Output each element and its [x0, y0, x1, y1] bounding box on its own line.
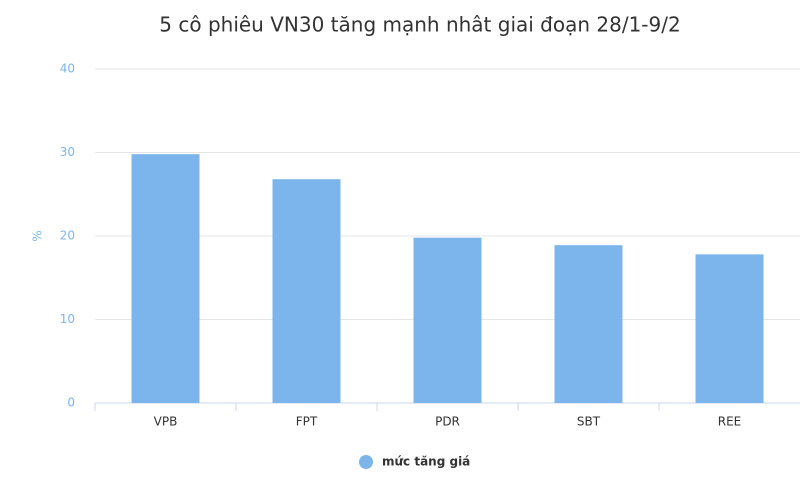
y-axis-label: % — [31, 230, 45, 241]
x-tick-label: PDR — [435, 415, 460, 429]
bar — [272, 179, 341, 403]
y-tick-label: 10 — [60, 312, 75, 326]
y-tick-label: 0 — [67, 396, 75, 410]
x-tick-label: VPB — [154, 415, 178, 429]
legend-label: mức tăng giá — [382, 455, 470, 469]
bar — [554, 245, 623, 403]
y-tick-label: 40 — [60, 62, 75, 76]
x-tick-label: FPT — [296, 415, 318, 429]
legend-marker — [359, 455, 373, 469]
x-tick-label: SBT — [577, 415, 601, 429]
y-tick-label: 30 — [60, 145, 75, 159]
bar — [131, 154, 200, 403]
y-tick-label: 20 — [60, 229, 75, 243]
bar — [413, 237, 482, 403]
chart-title: 5 cô phiêu VN30 tăng mạnh nhât giai đoạn… — [159, 13, 680, 37]
bar — [695, 254, 764, 403]
x-tick-label: REE — [718, 415, 742, 429]
